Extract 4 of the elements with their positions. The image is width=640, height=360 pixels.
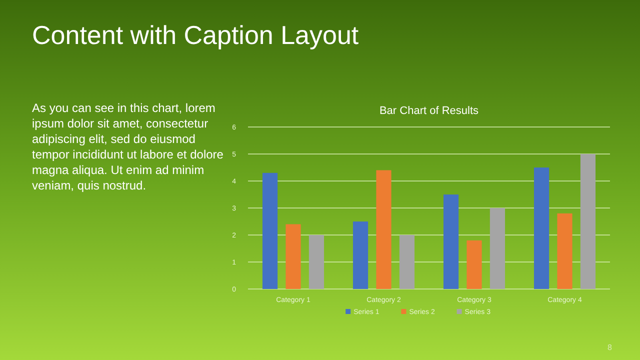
text: Content with Caption Layout bbox=[32, 20, 360, 50]
text: As you can see in this chart, lorem ipsum dolor sit amet, consectetur adipiscing elit, sed do eiusmod tempor incididunt ut labore et dolore magna aliqua. Ut enim ad minim veniam, quis nostrud. bbox=[32, 101, 224, 192]
chart-title: Bar Chart of Results bbox=[379, 105, 480, 117]
text: 8 bbox=[608, 343, 613, 352]
